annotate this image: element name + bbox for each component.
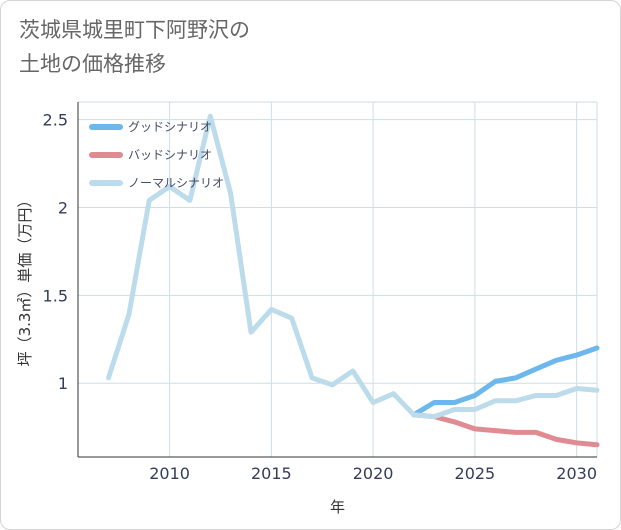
chart-title: 茨城県城里町下阿野沢の 土地の価格推移 — [19, 13, 539, 81]
chart-title-line-2: 土地の価格推移 — [19, 52, 166, 76]
legend-label-bad: バッドシナリオ — [128, 148, 212, 162]
x-tick-label: 2030 — [556, 464, 597, 483]
y-tick-label: 1 — [58, 374, 68, 393]
legend-label-normal: ノーマルシナリオ — [128, 176, 224, 190]
series-line-normal — [106, 113, 600, 420]
x-axis-title: 年 — [330, 498, 345, 516]
tick-labels: 2010 2015 2020 2025 2030 1 1.5 2 2.5 — [43, 111, 597, 483]
axes — [77, 102, 597, 458]
legend-label-good: グッドシナリオ — [128, 120, 212, 134]
series-line-good — [411, 345, 600, 418]
y-tick-label: 2.5 — [43, 111, 68, 130]
x-tick-label: 2015 — [251, 464, 292, 483]
x-tick-label: 2020 — [353, 464, 394, 483]
series-lines — [106, 113, 600, 448]
chart-title-line-1: 茨城県城里町下阿野沢の — [19, 18, 250, 42]
y-tick-label: 2 — [58, 198, 68, 217]
x-tick-label: 2010 — [149, 464, 190, 483]
grid-lines — [78, 101, 598, 457]
y-tick-label: 1.5 — [43, 286, 68, 305]
x-tick-label: 2025 — [455, 464, 496, 483]
y-axis-title: 坪（3.3㎡）単価（万円） — [16, 193, 34, 367]
series-line-bad — [411, 412, 600, 448]
